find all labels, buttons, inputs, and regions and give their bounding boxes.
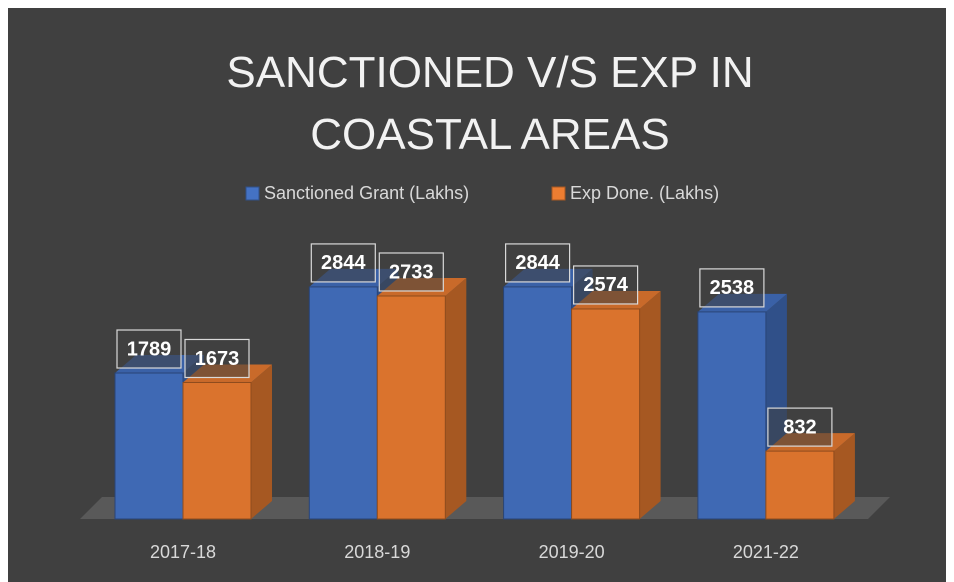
data-label: 1789 [127, 338, 172, 360]
bar [308, 286, 378, 520]
data-label: 1673 [195, 348, 240, 370]
x-tick-label: 2019-20 [539, 542, 605, 562]
data-label-box [767, 407, 833, 447]
data-label: 2538 [710, 277, 755, 299]
legend-swatch [245, 186, 260, 201]
floor [80, 497, 890, 519]
bar-side [251, 364, 272, 519]
data-label: 832 [783, 416, 816, 438]
bar [182, 381, 252, 520]
bar-side [833, 433, 855, 519]
legend-label: Sanctioned Grant (Lakhs) [264, 183, 469, 203]
data-label: 2844 [321, 252, 366, 274]
bar-side [639, 290, 661, 519]
data-label: 2574 [583, 274, 628, 296]
chart-title: SANCTIONED V/S EXP IN COASTAL AREAS [226, 48, 754, 159]
data-label-box [310, 243, 376, 283]
x-tick-label: 2021-22 [733, 542, 799, 562]
data-label: 2844 [515, 252, 560, 274]
data-label-box [184, 338, 250, 379]
bar-side [445, 277, 467, 519]
data-label-box [116, 329, 182, 369]
data-label-box [378, 252, 444, 292]
bar [571, 308, 641, 520]
x-tick-label: 2018-19 [344, 542, 410, 562]
data-label-box [699, 268, 765, 308]
legend-swatch [551, 186, 566, 201]
bar [765, 450, 835, 520]
data-label: 2733 [389, 261, 434, 283]
data-label-box [572, 265, 639, 305]
bar [114, 372, 184, 520]
bar [503, 286, 573, 520]
legend-label: Exp Done. (Lakhs) [570, 183, 719, 203]
x-tick-label: 2017-18 [150, 542, 216, 562]
data-label-box [505, 243, 571, 283]
bar [697, 311, 767, 520]
bar [376, 295, 446, 520]
